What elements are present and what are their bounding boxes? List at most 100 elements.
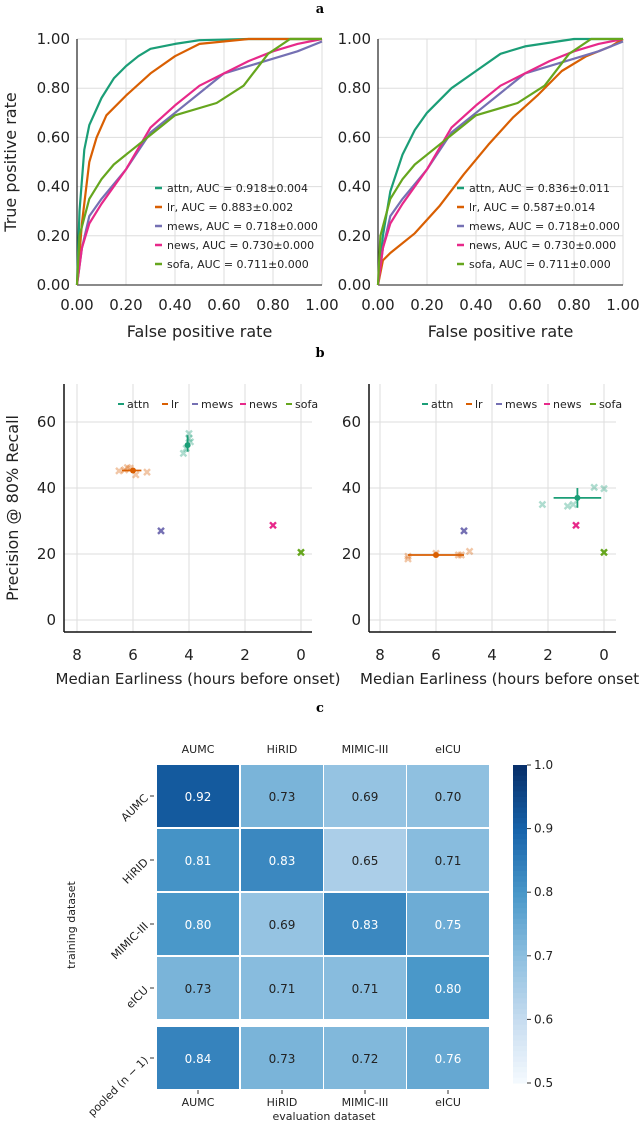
column-header: eICU (435, 743, 461, 756)
legend-label-lr: lr, AUC = 0.883±0.002 (167, 201, 293, 214)
x-tick-label: 0.20 (410, 296, 443, 314)
y-tick-label: 1.00 (37, 30, 70, 48)
colorbar-segment (513, 775, 527, 782)
y-tick-label: 60 (342, 413, 361, 431)
cell-value: 0.80 (185, 918, 212, 932)
legend-label-sofa: sofa, AUC = 0.711±0.000 (167, 258, 309, 271)
mean-marker-lr (130, 467, 136, 474)
colorbar-segment (513, 812, 527, 819)
x-tick-label: 0.00 (60, 296, 93, 314)
run-marker-lr (123, 463, 132, 472)
heatmap-cell (241, 957, 323, 1019)
roc-curve-sofa (75, 37, 322, 286)
colorbar-segment (513, 1061, 527, 1068)
run-marker-attn (569, 500, 578, 509)
x-tick-label: 2 (543, 646, 553, 664)
cell-value: 0.65 (352, 854, 379, 868)
heatmap-cell (324, 893, 406, 955)
colorbar-tick-label: 0.5 (534, 1076, 553, 1090)
cell-value: 0.71 (352, 982, 379, 996)
colorbar-segment (513, 924, 527, 930)
cell-value: 0.80 (435, 982, 462, 996)
heatmap-cell (407, 957, 489, 1019)
y-tick-label: 0.40 (37, 178, 70, 196)
run-marker-sofa (600, 548, 608, 557)
heatmap-cell (157, 829, 239, 891)
colorbar-tick-label: 0.9 (534, 822, 553, 836)
cell-value: 0.81 (185, 854, 212, 868)
colorbar-segment (513, 902, 527, 909)
run-marker-mews (460, 527, 468, 535)
y-tick-label: 0.20 (37, 227, 70, 245)
y-tick-label: 40 (37, 479, 56, 497)
run-marker-attn (563, 502, 572, 510)
roc-chart-left: 0.00 0.00 0.20 0.20 0.40 0.40 0.60 0.60 0.80 0.80… (1, 30, 339, 341)
x-tick-label: 2 (240, 646, 250, 664)
legend-label-news: news (553, 398, 582, 411)
colorbar-segment (513, 1014, 527, 1020)
y-tick-label: 20 (37, 545, 56, 563)
colorbar-segment (513, 1040, 527, 1047)
colorbar-tick-label: 0.8 (534, 885, 553, 899)
colorbar-segment (513, 892, 527, 899)
mean-marker-attn (184, 442, 191, 449)
x-tick-label: 1.00 (606, 296, 639, 314)
run-marker-news (572, 521, 580, 530)
cell-value: 0.83 (269, 854, 296, 868)
y-tick-label: 0.60 (338, 128, 371, 146)
colorbar-segment (513, 881, 527, 888)
roc-curve-lr (75, 37, 322, 286)
heatmap-cell (407, 829, 489, 891)
x-tick-label: 0.80 (557, 296, 590, 314)
heatmap-cell (241, 829, 323, 891)
run-marker-lr (465, 547, 474, 556)
heatmap-cell (241, 765, 323, 827)
legend-label-lr: lr (475, 398, 483, 411)
legend-label-lr: lr (171, 398, 179, 411)
legend-label-news: news, AUC = 0.730±0.000 (167, 239, 314, 252)
y-axis-label: training dataset (65, 880, 78, 968)
x-tick-label: 0.60 (207, 296, 240, 314)
colorbar-segment (513, 966, 527, 973)
x-tick-label: 8 (375, 646, 385, 664)
colorbar-segment (513, 886, 527, 893)
colorbar-segment (513, 844, 527, 851)
legend-label-mews: mews, AUC = 0.718±0.000 (167, 220, 318, 233)
row-label: pooled (n − 1) (86, 1054, 151, 1119)
x-tick-label: 0.60 (508, 296, 541, 314)
x-tick-label: 8 (72, 646, 82, 664)
run-marker-mews (157, 527, 165, 535)
legend-label-mews: mews (505, 398, 537, 411)
heatmap-cell (324, 957, 406, 1019)
colorbar-segment (513, 855, 527, 861)
column-label-bottom: AUMC (182, 1096, 215, 1109)
colorbar-segment (513, 796, 527, 803)
heatmap-cell (241, 1027, 323, 1089)
colorbar-segment (513, 1056, 527, 1063)
run-marker-attn (590, 483, 599, 492)
x-tick-label: 0.20 (109, 296, 142, 314)
x-tick-label: 0.80 (256, 296, 289, 314)
colorbar-segment (513, 1035, 527, 1042)
heatmap-cell (241, 893, 323, 955)
colorbar-segment (513, 865, 527, 872)
colorbar-segment (513, 897, 527, 904)
heatmap-cell (407, 765, 489, 827)
row-label: MIMIC-III (109, 920, 151, 962)
run-marker-lr (143, 468, 151, 477)
legend-label-news: news (249, 398, 278, 411)
colorbar-segment (513, 765, 527, 771)
colorbar-segment (513, 961, 527, 967)
legend-label-news: news, AUC = 0.730±0.000 (469, 239, 616, 252)
colorbar-segment (513, 992, 527, 999)
colorbar-segment (513, 802, 527, 808)
y-tick-label: 0.60 (37, 128, 70, 146)
heatmap-cell (324, 829, 406, 891)
x-tick-label: 6 (128, 646, 138, 664)
colorbar-segment (513, 908, 527, 914)
cell-value: 0.71 (435, 854, 462, 868)
legend-label-sofa: sofa (295, 398, 318, 411)
cell-value: 0.69 (269, 918, 296, 932)
roc-chart-right: 0.00 0.00 0.20 0.20 0.40 0.40 0.60 0.60 0.80 0.80… (338, 30, 640, 341)
